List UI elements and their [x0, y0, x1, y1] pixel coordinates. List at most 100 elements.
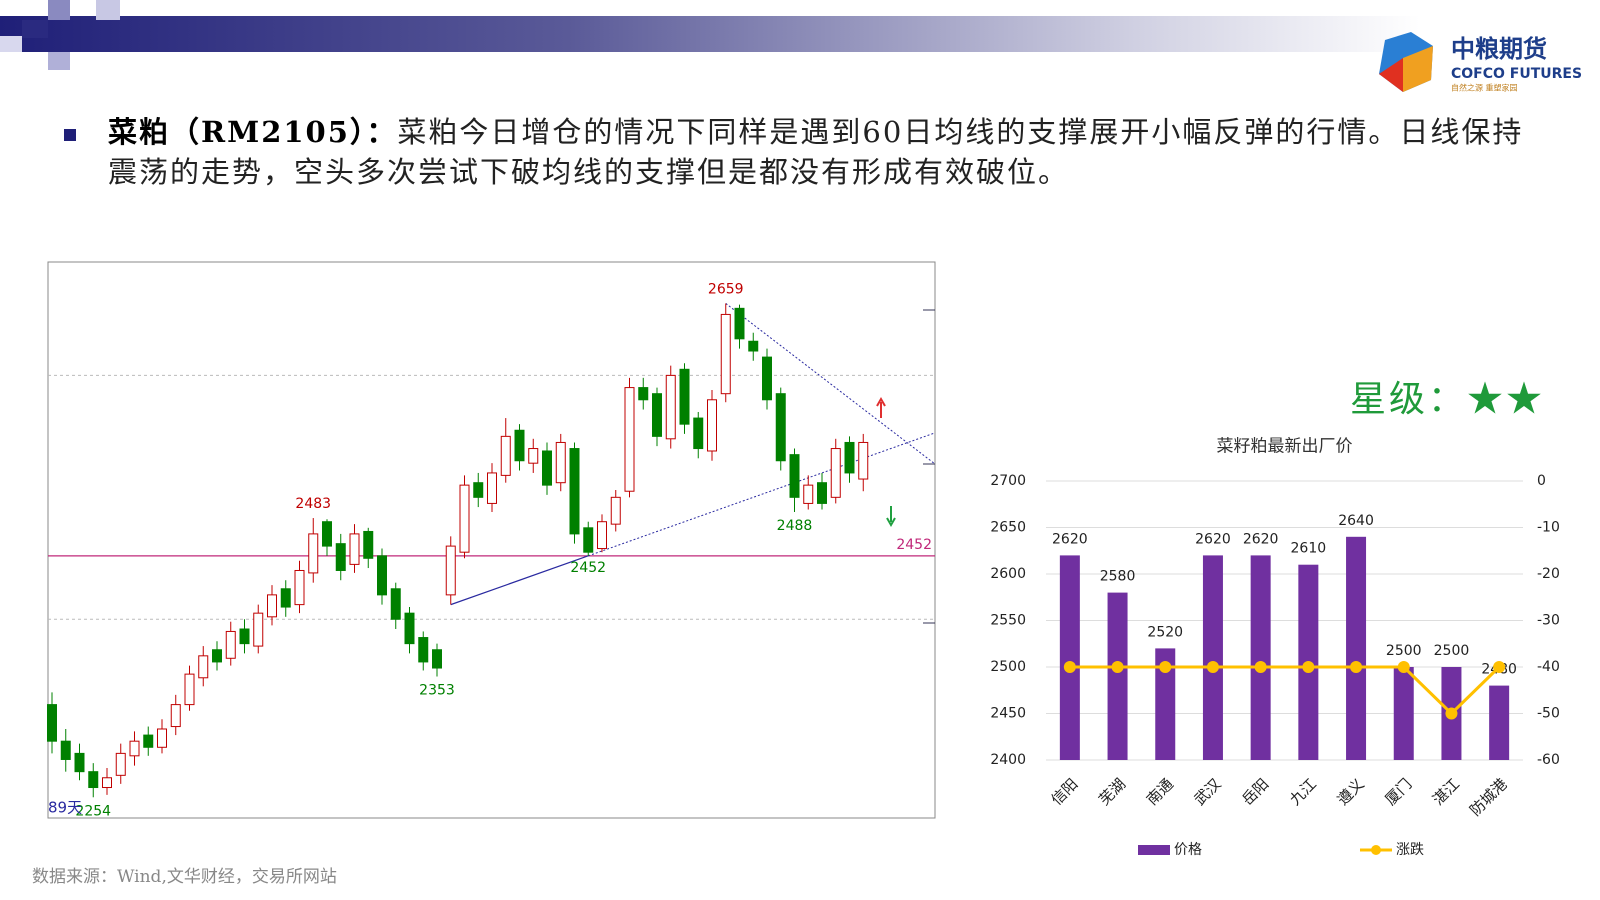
- candle-body: [679, 368, 690, 425]
- candle-body: [88, 771, 99, 789]
- candle-body: [445, 545, 456, 596]
- lead: 菜粕（RM2105）：: [108, 115, 398, 149]
- line-marker: [1445, 707, 1458, 720]
- y2-tick-label: -40: [1537, 659, 1560, 675]
- bar: [1489, 685, 1510, 760]
- bar: [1393, 667, 1414, 760]
- banner: [0, 16, 1420, 52]
- candle-body: [665, 374, 676, 440]
- candle-body: [459, 484, 470, 553]
- line: [1069, 665, 1501, 716]
- price-label: 2483: [295, 496, 331, 512]
- logo-icon: [1403, 46, 1433, 92]
- candle-body: [542, 450, 552, 486]
- candle-body: [363, 530, 374, 559]
- line-marker: [1350, 661, 1363, 673]
- x-tick-label: 信阳: [1048, 775, 1082, 809]
- bar-label: 2640: [1338, 513, 1374, 529]
- bar-label: 2620: [1052, 531, 1088, 547]
- price-label: 2488: [777, 518, 813, 534]
- candle-body: [294, 569, 305, 606]
- candle-body: [143, 734, 154, 748]
- bar-label: 2520: [1147, 624, 1183, 640]
- x-tick-label: 防城港: [1466, 775, 1511, 820]
- candle-body: [638, 387, 649, 401]
- text: 菜粕今日增仓的情况下同样是遇到60日均线的支撑展开小幅反弹的行情。日线保持震荡的…: [108, 115, 1524, 189]
- candle-body: [225, 630, 236, 659]
- candle-body: [377, 555, 387, 596]
- legend-swatch: [1371, 845, 1381, 855]
- candle-body: [115, 752, 126, 776]
- candle-body: [239, 628, 250, 645]
- y-tick-label: 2500: [990, 659, 1026, 675]
- candle-body: [157, 728, 167, 748]
- candle-body: [528, 448, 539, 464]
- candle-body: [184, 673, 195, 706]
- candle-body: [60, 740, 71, 760]
- candle-body: [308, 533, 319, 574]
- bar-label: 2500: [1434, 643, 1470, 659]
- y-tick-label: 2700: [990, 473, 1026, 489]
- arrow-up: [876, 396, 886, 418]
- logo-icon: [1379, 58, 1403, 92]
- rating: 星级：★★: [1350, 379, 1546, 420]
- deco: [0, 36, 22, 52]
- candle-body: [762, 356, 772, 401]
- candle-body: [624, 387, 635, 492]
- price-label: 2659: [708, 281, 744, 297]
- candle-body: [418, 637, 429, 663]
- candle-body: [280, 588, 291, 608]
- candle-body: [102, 777, 112, 789]
- y2-tick-label: -30: [1537, 613, 1560, 629]
- bar: [1202, 555, 1223, 760]
- line-marker: [1206, 661, 1219, 673]
- plot-frame: [47, 261, 936, 819]
- y2-tick-label: 0: [1537, 473, 1546, 489]
- logo-slogan: 自然之源 重塑家园: [1451, 83, 1518, 93]
- arrow-down: [886, 506, 896, 528]
- x-tick-label: 厦门: [1381, 775, 1415, 809]
- deco: [96, 0, 120, 20]
- x-tick-label: 芜湖: [1095, 775, 1129, 809]
- candle-body: [734, 307, 745, 340]
- candle-body: [198, 655, 209, 679]
- x-tick-label: 武汉: [1191, 775, 1225, 809]
- candle-body: [858, 441, 869, 480]
- candle-body: [390, 588, 401, 620]
- logo: 中粮期货 COFCO FUTURES 自然之源 重塑家园: [1379, 32, 1582, 93]
- candle-body: [748, 340, 759, 352]
- y2-tick-label: -60: [1537, 752, 1560, 768]
- candle-body: [652, 393, 662, 437]
- reference-label: 2452: [896, 537, 932, 553]
- deco: [48, 0, 70, 20]
- candle-body: [404, 612, 415, 645]
- line-marker: [1063, 661, 1076, 673]
- bar: [1155, 648, 1176, 760]
- candle-body: [253, 612, 264, 647]
- line-marker: [1397, 661, 1410, 673]
- logo-en: COFCO FUTURES: [1451, 66, 1582, 82]
- candle-body: [569, 448, 580, 535]
- bar-label: 2580: [1100, 569, 1136, 585]
- deco: [22, 20, 48, 38]
- y-tick-label: 2450: [990, 706, 1026, 722]
- bar-label: 2500: [1386, 643, 1422, 659]
- legend-swatch: [1138, 845, 1170, 855]
- x-tick-label: 湛江: [1429, 775, 1463, 809]
- candle-body: [432, 649, 442, 669]
- bar: [1059, 555, 1080, 760]
- y2-tick-label: -10: [1537, 520, 1560, 536]
- candle-body: [830, 448, 841, 498]
- candle-body: [212, 649, 222, 663]
- y-tick-label: 2400: [990, 752, 1026, 768]
- candle-body: [487, 472, 497, 504]
- candle-body: [817, 482, 827, 504]
- price-label: 2254: [75, 803, 111, 819]
- candle-body: [170, 704, 181, 728]
- line-marker: [1159, 661, 1172, 673]
- line-marker: [1254, 661, 1267, 673]
- candle-body: [803, 484, 814, 504]
- y2-tick-label: -20: [1537, 566, 1560, 582]
- bar-label: 2620: [1195, 531, 1231, 547]
